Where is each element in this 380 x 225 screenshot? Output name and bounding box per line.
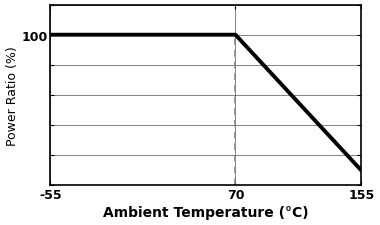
X-axis label: Ambient Temperature (°C): Ambient Temperature (°C) xyxy=(103,205,309,219)
Y-axis label: Power Ratio (%): Power Ratio (%) xyxy=(6,46,19,145)
